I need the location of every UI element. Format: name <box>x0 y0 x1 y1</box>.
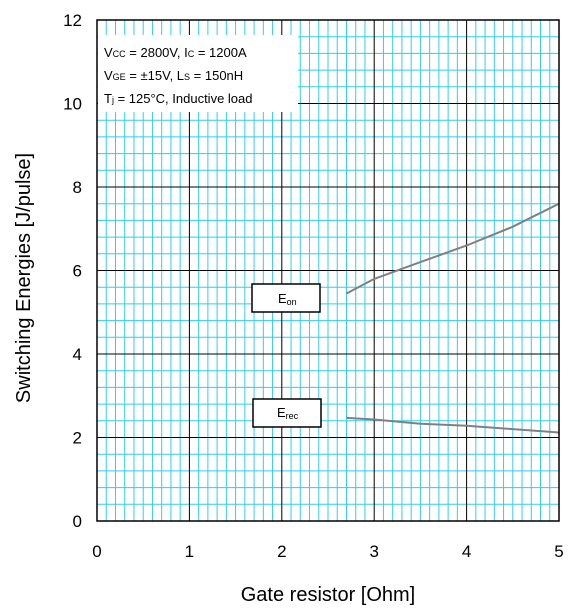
y-tick-label: 6 <box>73 262 82 281</box>
condition-line-1: VCC = 2800V, IC = 1200A <box>104 45 247 60</box>
y-tick-label: 12 <box>63 11 82 30</box>
x-tick-label: 1 <box>185 542 194 561</box>
eon-label: Eon <box>278 291 297 307</box>
conditions-annotation: VCC = 2800V, IC = 1200A VGE = ±15V, LS =… <box>98 35 298 112</box>
x-tick-label: 3 <box>369 542 378 561</box>
y-tick-label: 4 <box>73 345 82 364</box>
eon-label-box: Eon <box>251 283 321 313</box>
x-tick-label: 2 <box>277 542 286 561</box>
y-tick-label: 2 <box>73 429 82 448</box>
erec-label: Erec <box>277 405 299 421</box>
erec-label-box: Erec <box>252 398 322 428</box>
series-line-eon <box>346 202 560 295</box>
x-axis-label: Gate resistor [Ohm] <box>241 584 416 606</box>
y-tick-label: 10 <box>63 95 82 114</box>
plot-frame <box>96 19 560 522</box>
y-tick-label: 8 <box>73 178 82 197</box>
series-lines <box>346 202 560 434</box>
series-line-erec <box>346 416 560 434</box>
x-tick-label: 0 <box>92 542 101 561</box>
x-tick-label: 5 <box>554 542 563 561</box>
condition-line-2: VGE = ±15V, LS = 150nH <box>104 68 243 83</box>
y-tick-label: 0 <box>73 512 82 531</box>
y-axis-label: Switching Energies [J/pulse] <box>13 153 35 403</box>
x-tick-label: 4 <box>462 542 471 561</box>
condition-line-3: Tj = 125°C, Inductive load <box>104 91 253 106</box>
